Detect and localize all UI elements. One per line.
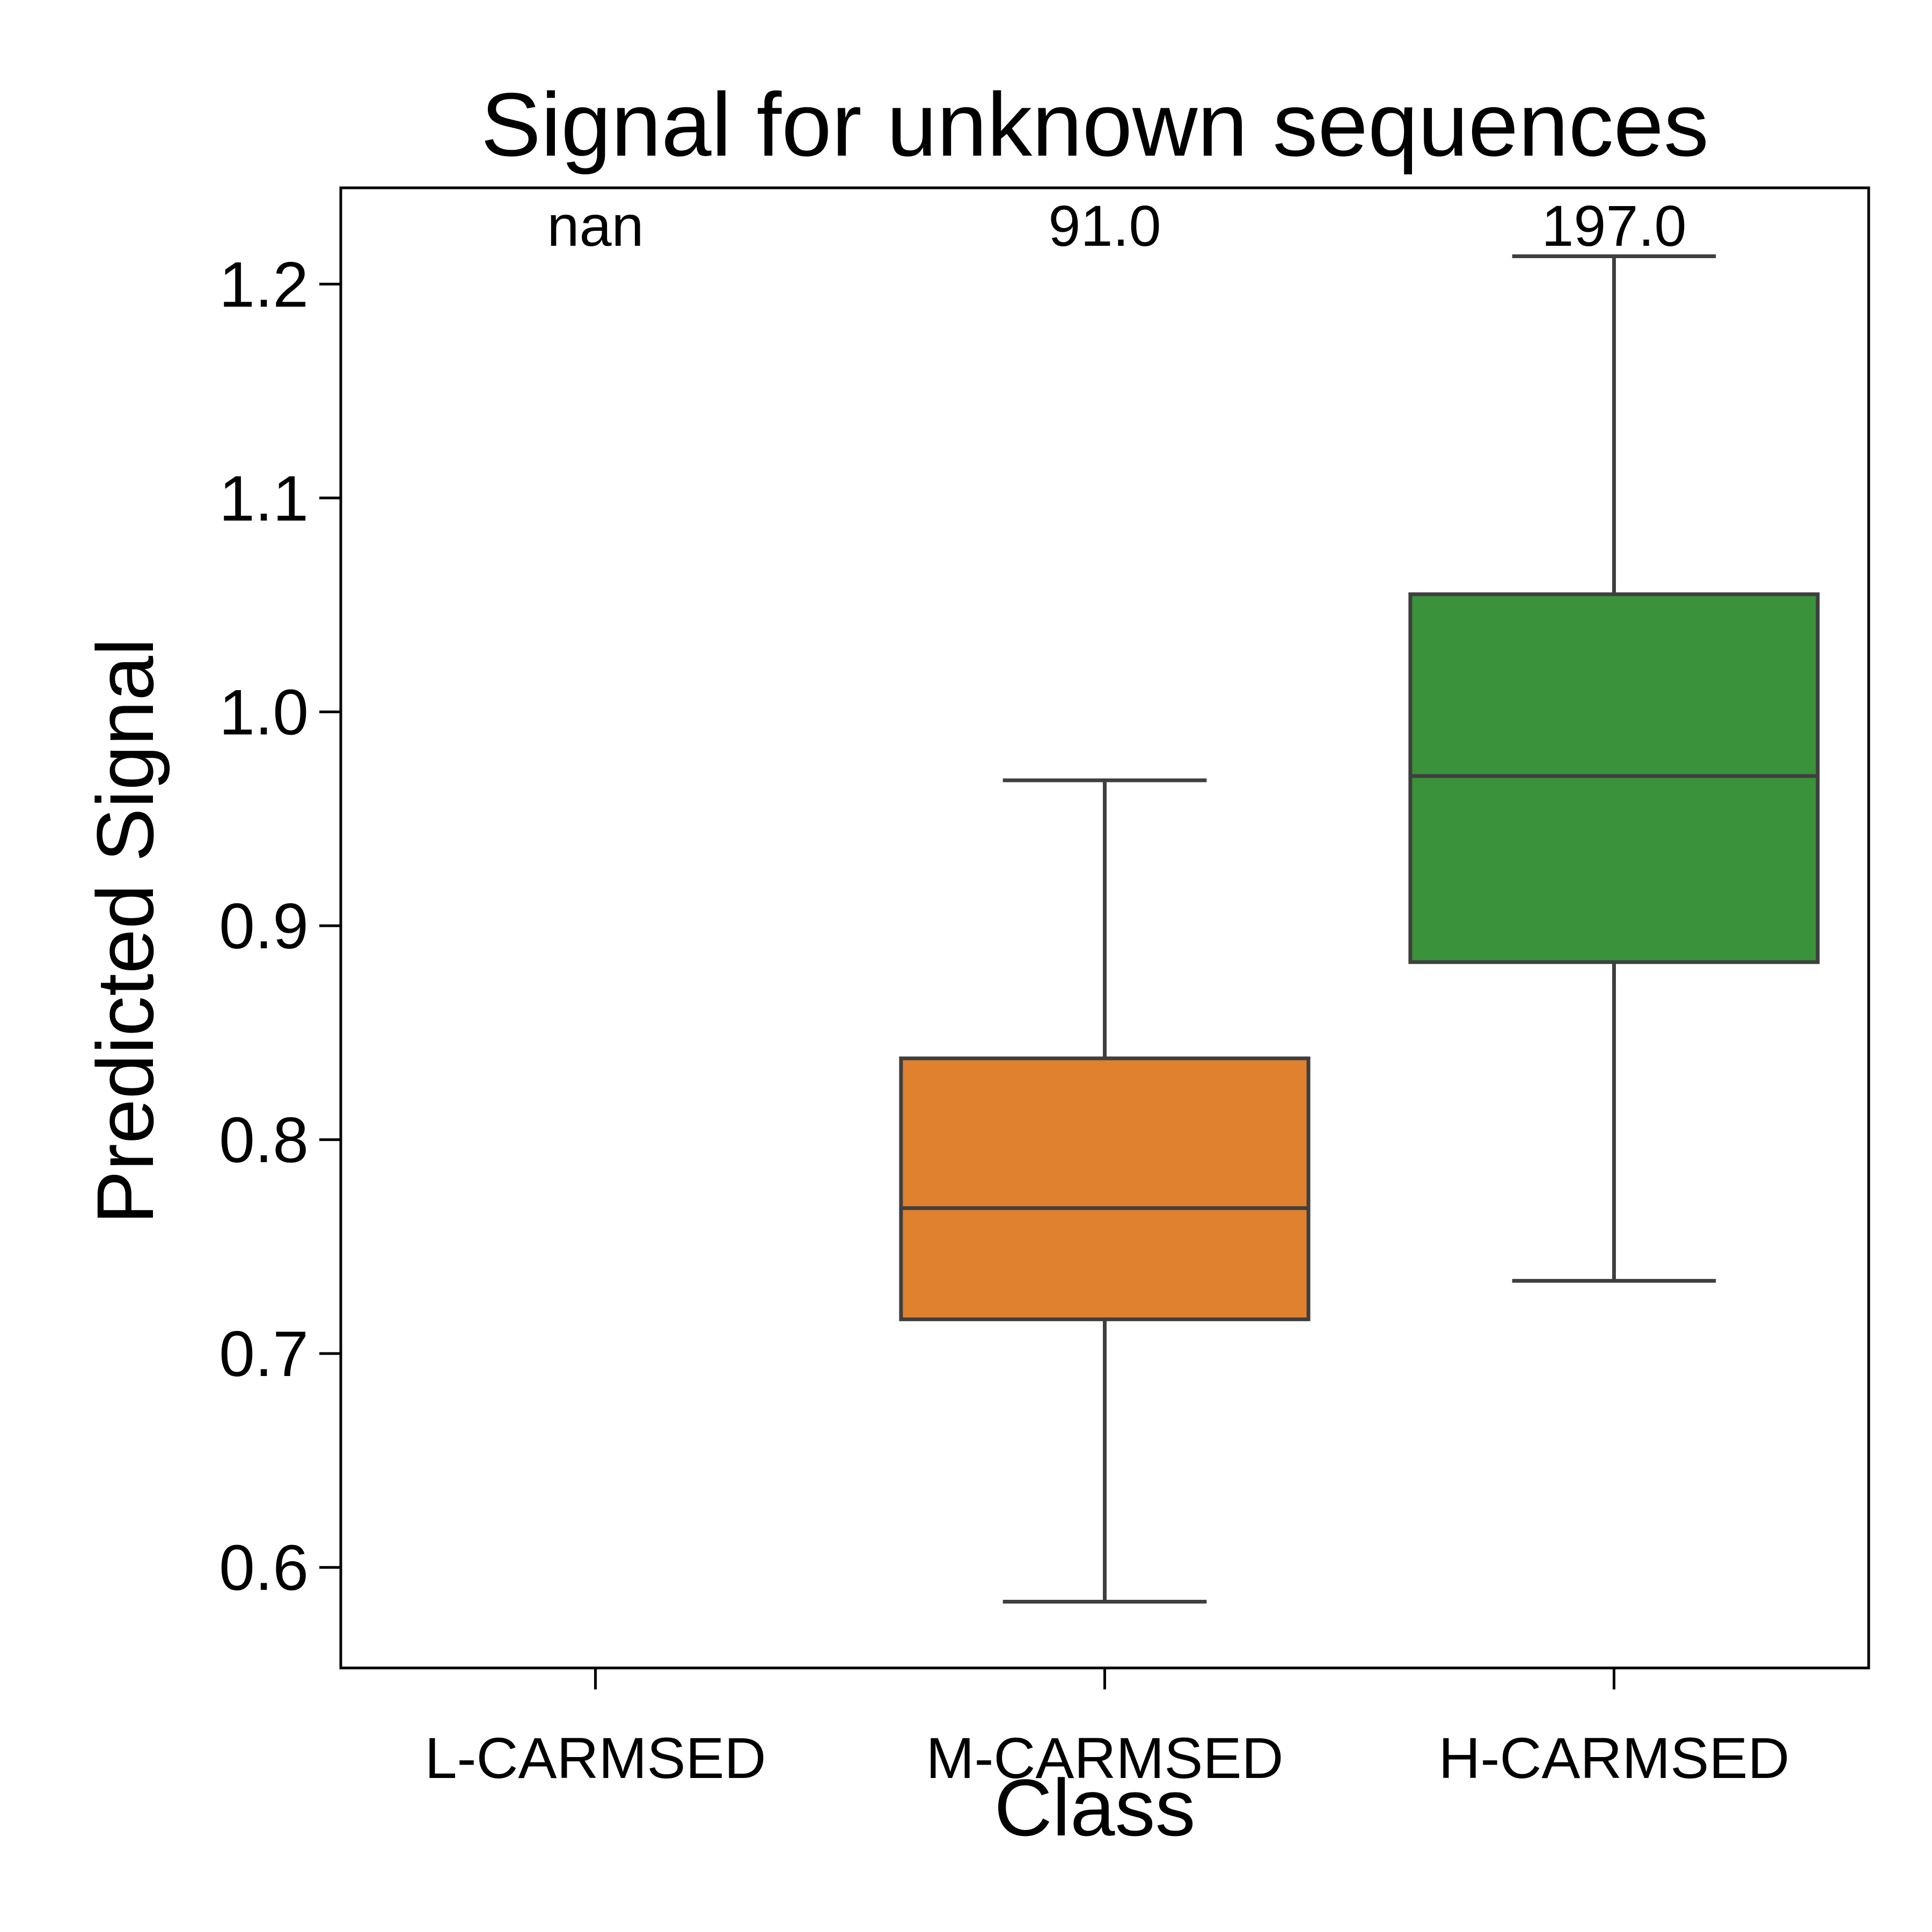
x-axis-ticks: L-CARMSED M-CARMSED H-CARMSED [425,1668,1790,1790]
y-tick-label: 1.2 [219,248,309,320]
x-tick-label: M-CARMSED [926,1725,1284,1790]
box-iqr [899,1056,1311,1321]
x-tick-label: L-CARMSED [425,1725,766,1790]
x-axis-label: Class [994,1762,1195,1853]
box-m-carmsed [899,778,1311,1604]
count-label: nan [547,193,643,258]
y-axis-ticks: 0.6 0.7 0.8 0.9 1.0 1.1 1.2 [219,248,341,1604]
y-tick-label: 1.1 [219,463,309,535]
y-tick-label: 0.9 [219,890,309,962]
box-iqr [1408,592,1820,964]
y-tick-label: 0.7 [219,1318,309,1390]
y-tick-label: 1.0 [219,676,309,748]
y-tick-label: 0.8 [219,1104,309,1176]
x-tick-label: H-CARMSED [1438,1725,1789,1790]
box-h-carmsed [1408,254,1820,1283]
count-labels: nan 91.0 197.0 [547,193,1686,258]
y-axis-label: Predicted Signal [80,638,170,1224]
count-label: 91.0 [1048,193,1161,258]
chart-title: Signal for unknown sequences [481,74,1709,175]
box-series [899,254,1820,1604]
plot-area-frame [339,186,1870,1670]
count-label: 197.0 [1541,193,1686,258]
y-tick-label: 0.6 [219,1532,309,1604]
